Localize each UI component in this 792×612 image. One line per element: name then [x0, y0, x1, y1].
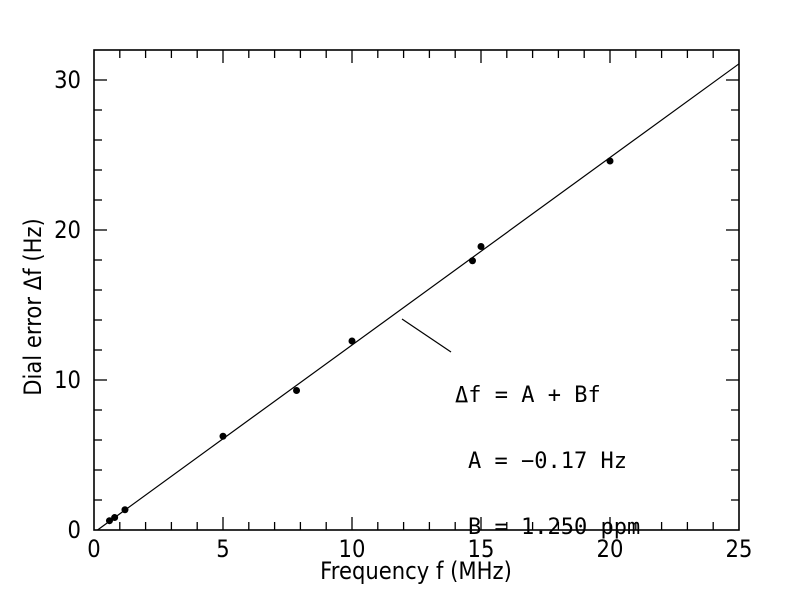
x-tick-label-20: 20	[596, 535, 624, 563]
fit-equation-line: Δf = A + Bf	[455, 383, 601, 408]
x-tick-label-10: 10	[338, 535, 366, 563]
y-tick-label-0: 0	[67, 516, 81, 544]
x-axis-title: Frequency f (MHz)	[320, 557, 512, 585]
x-tick-label-25: 25	[725, 535, 753, 563]
fit-line	[97, 63, 740, 531]
y-axis-title: Dial error Δf (Hz)	[19, 218, 47, 396]
x-tick-label-15: 15	[467, 535, 495, 563]
data-point	[348, 337, 356, 345]
data-point	[111, 514, 119, 522]
fit-intercept-line: A = −0.17 Hz	[468, 449, 627, 474]
x-tick-label-5: 5	[216, 535, 230, 563]
data-point	[468, 257, 476, 265]
fit-equation-annotation: Δf = A + Bf A = −0.17 Hz B = 1.250 ppm	[455, 341, 640, 583]
y-tick-label-10: 10	[54, 366, 81, 394]
data-point	[121, 506, 129, 514]
data-point	[477, 243, 485, 250]
fit-slope-line: B = 1.250 ppm	[468, 515, 641, 540]
data-point	[293, 387, 301, 394]
y-tick-label-20: 20	[54, 216, 81, 244]
y-tick-label-30: 30	[54, 66, 81, 94]
data-point	[606, 157, 614, 165]
annotation-leader-line	[401, 318, 452, 353]
axes-frame	[93, 49, 740, 531]
data-point	[105, 517, 113, 525]
data-point	[219, 432, 227, 440]
x-tick-label-0: 0	[87, 535, 101, 563]
